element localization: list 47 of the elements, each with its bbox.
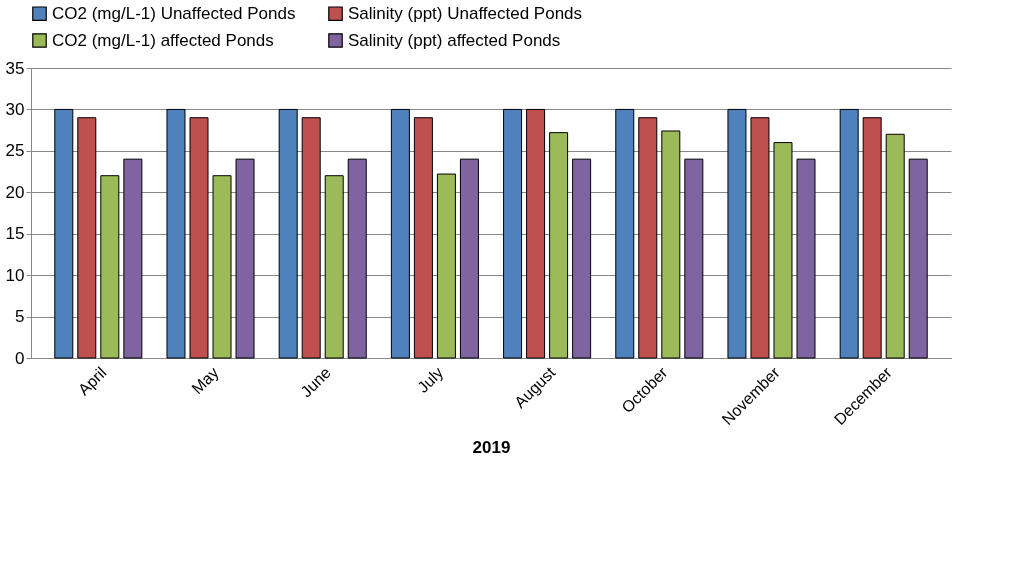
legend-label: CO2 (mg/L-1) Unaffected Ponds [52, 3, 296, 23]
y-tick-label: 35 [5, 58, 25, 78]
bar [862, 117, 882, 359]
bar [166, 108, 186, 359]
bar [572, 158, 592, 359]
bar [885, 133, 905, 359]
bar [459, 158, 479, 359]
bar [638, 117, 658, 359]
bar [324, 175, 344, 359]
x-tick-label: July [414, 363, 447, 396]
bar [684, 158, 704, 359]
bar [235, 158, 255, 359]
bar [796, 158, 816, 359]
bar [503, 108, 523, 359]
bar [347, 158, 367, 359]
x-tick-label: May [188, 363, 222, 398]
y-tick-label: 5 [15, 307, 25, 327]
y-tick-label: 20 [5, 182, 25, 202]
legend-label: Salinity (ppt) Unaffected Ponds [348, 3, 583, 23]
bar [661, 130, 681, 359]
bar [77, 117, 97, 359]
bar [839, 108, 859, 359]
bar [727, 108, 747, 359]
bar [908, 158, 928, 359]
x-axis-title: 2019 [472, 438, 511, 457]
bar [123, 158, 143, 359]
bar [773, 142, 793, 359]
bar [278, 108, 298, 359]
y-tick-label: 15 [5, 224, 25, 244]
y-tick-label: 0 [15, 348, 25, 368]
y-tick-label: 10 [5, 265, 25, 285]
legend-label: CO2 (mg/L-1) affected Ponds [52, 30, 274, 50]
y-tick-label: 25 [5, 141, 25, 161]
legend-label: Salinity (ppt) affected Ponds [348, 30, 561, 50]
bar [100, 175, 120, 359]
bar [413, 117, 433, 359]
bar [390, 108, 410, 359]
bar [436, 173, 456, 359]
y-tick-label: 30 [5, 99, 25, 119]
bar [54, 108, 74, 359]
bar [549, 132, 569, 359]
bar [212, 175, 232, 359]
bar [301, 117, 321, 359]
bar [189, 117, 209, 359]
bar [615, 108, 635, 359]
bar [750, 117, 770, 359]
bar [526, 108, 546, 359]
